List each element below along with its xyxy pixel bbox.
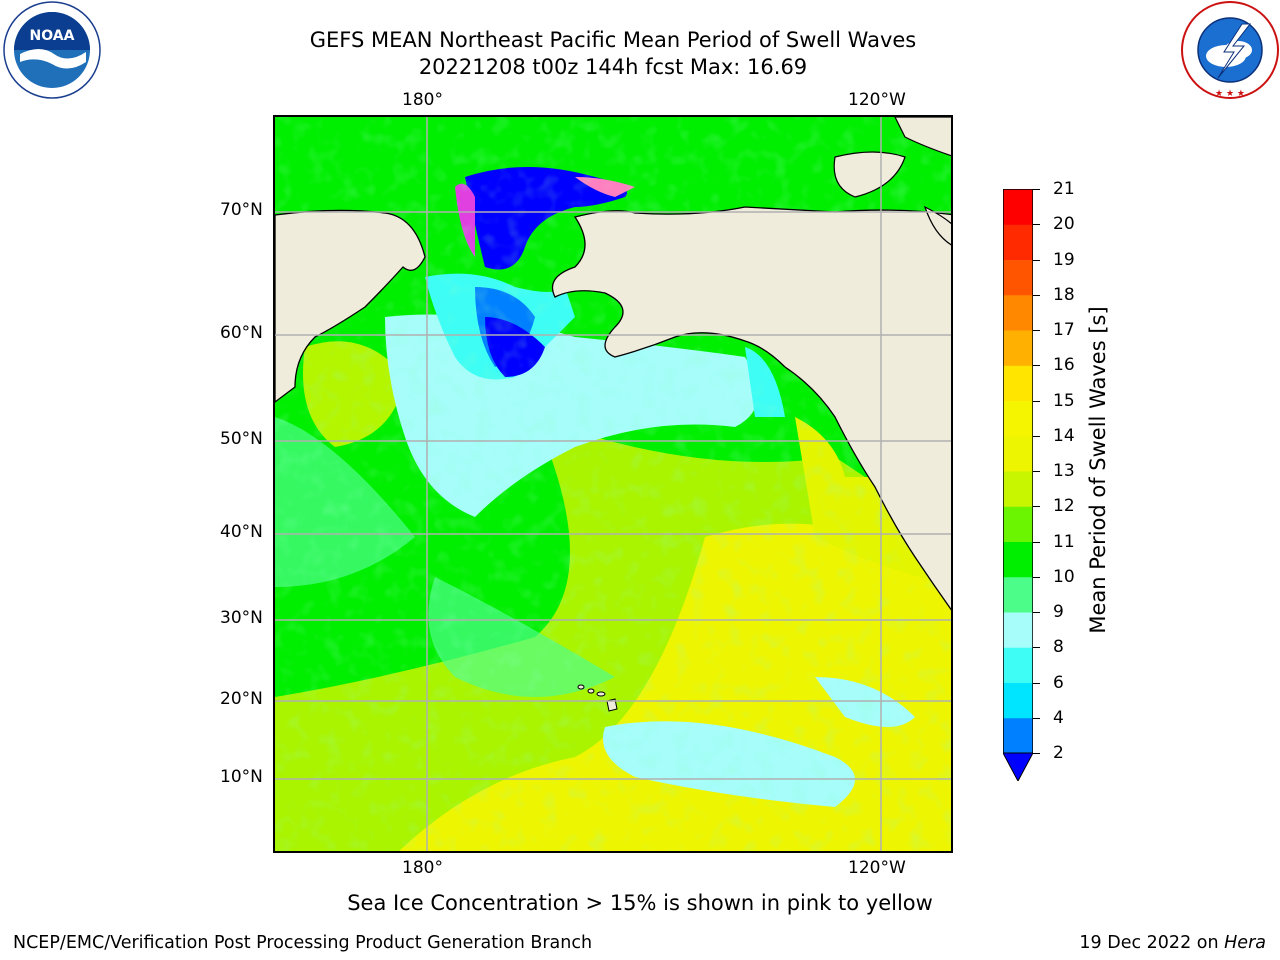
colorbar-tick-mark — [1033, 400, 1040, 402]
colorbar-segment — [1003, 576, 1033, 613]
colorbar-segment — [1003, 717, 1033, 754]
colorbar-tick-label: 17 — [1053, 320, 1075, 340]
colorbar-tick-mark — [1033, 294, 1040, 296]
colorbar-segment — [1003, 224, 1033, 260]
colorbar-segment — [1003, 612, 1033, 648]
hawaii-islands — [577, 684, 618, 712]
footer-date: 19 Dec 2022 on Hera — [1079, 933, 1266, 953]
colorbar-tick-label: 6 — [1053, 672, 1064, 693]
colorbar-segment — [1003, 294, 1033, 331]
colorbar-tick-label: 8 — [1053, 637, 1064, 658]
colorbar-segment — [1003, 259, 1033, 296]
map-title-line2: 20221208 t00z 144h fcst Max: 16.69 — [418, 55, 808, 79]
colorbar-segment — [1003, 400, 1033, 437]
colorbar — [1002, 188, 1034, 783]
colorbar-tick-mark — [1033, 612, 1040, 613]
colorbar-tick-mark — [1033, 647, 1040, 649]
colorbar-tick-label: 10 — [1053, 566, 1075, 587]
colorbar-tick-mark — [1033, 717, 1040, 719]
lat-label-20n: 20°N — [220, 689, 263, 709]
colorbar-tick-mark — [1033, 506, 1040, 508]
colorbar-segment — [1003, 435, 1033, 472]
colorbar-tick-label: 19 — [1053, 249, 1075, 270]
colorbar-label: Mean Period of Swell Waves [s] — [1086, 306, 1110, 634]
lat-label-30n: 30°N — [220, 608, 263, 628]
colorbar-tick-label: 15 — [1053, 390, 1075, 411]
colorbar-tick-mark — [1033, 682, 1040, 684]
colorbar-segment — [1003, 541, 1033, 578]
colorbar-segment — [1003, 647, 1033, 683]
lat-label-70n: 70°N — [220, 200, 263, 220]
land-north-america — [551, 206, 951, 611]
colorbar-tick-mark — [1033, 330, 1040, 331]
colorbar-tick-label: 13 — [1053, 461, 1075, 481]
colorbar-extend-arrow — [1002, 752, 1034, 783]
lon-label-bottom-180: 180° — [402, 858, 443, 878]
colorbar-segment — [1003, 365, 1033, 401]
graticule — [275, 117, 951, 851]
footer-host: Hera — [1224, 933, 1266, 953]
colorbar-tick-label: 2 — [1053, 743, 1064, 763]
colorbar-segment — [1003, 189, 1033, 225]
colorbar-tick-label: 14 — [1053, 425, 1075, 446]
map-title-line1: GEFS MEAN Northeast Pacific Mean Period … — [309, 28, 917, 52]
colorbar-tick-mark — [1033, 753, 1040, 754]
colorbar-tick-mark — [1033, 471, 1040, 472]
colorbar-tick-mark — [1033, 365, 1040, 367]
colorbar-segment — [1003, 506, 1033, 542]
lon-label-top-120w: 120°W — [848, 90, 906, 110]
colorbar-tick-mark — [1033, 576, 1040, 578]
colorbar-tick-label: 16 — [1053, 355, 1075, 376]
svg-text:★ ★ ★: ★ ★ ★ — [1215, 89, 1245, 99]
colorbar-segment — [1003, 682, 1033, 719]
colorbar-tick-label: 9 — [1053, 602, 1064, 622]
noaa-logo: NOAA — [2, 0, 102, 100]
colorbar-tick-label: 20 — [1053, 214, 1075, 235]
lat-label-10n: 10°N — [220, 767, 263, 787]
colorbar-tick-mark — [1033, 259, 1040, 261]
colorbar-tick-mark — [1033, 224, 1040, 226]
lon-label-top-180: 180° — [402, 90, 443, 110]
lat-label-60n: 60°N — [220, 323, 263, 343]
lat-label-40n: 40°N — [220, 522, 263, 542]
colorbar-tick-mark — [1033, 541, 1040, 543]
colorbar-tick-label: 21 — [1053, 179, 1075, 199]
colorbar-tick-label: 4 — [1053, 707, 1064, 728]
lon-label-bottom-120w: 120°W — [848, 858, 906, 878]
colorbar-segment — [1003, 330, 1033, 366]
colorbar-segment — [1003, 471, 1033, 507]
footer-date-text: 19 Dec 2022 on — [1079, 933, 1219, 953]
colorbar-tick-mark — [1033, 435, 1040, 437]
sea-ice-note: Sea Ice Concentration > 15% is shown in … — [347, 891, 933, 915]
nws-logo: ★ ★ ★ — [1180, 0, 1280, 100]
map-panel — [273, 115, 953, 853]
colorbar-tick-label: 12 — [1053, 496, 1075, 517]
svg-text:NOAA: NOAA — [30, 28, 75, 44]
footer-credit: NCEP/EMC/Verification Post Processing Pr… — [13, 933, 593, 953]
colorbar-tick-label: 11 — [1053, 531, 1075, 552]
lat-label-50n: 50°N — [220, 429, 263, 449]
colorbar-tick-mark — [1033, 189, 1040, 190]
colorbar-tick-label: 18 — [1053, 284, 1075, 305]
